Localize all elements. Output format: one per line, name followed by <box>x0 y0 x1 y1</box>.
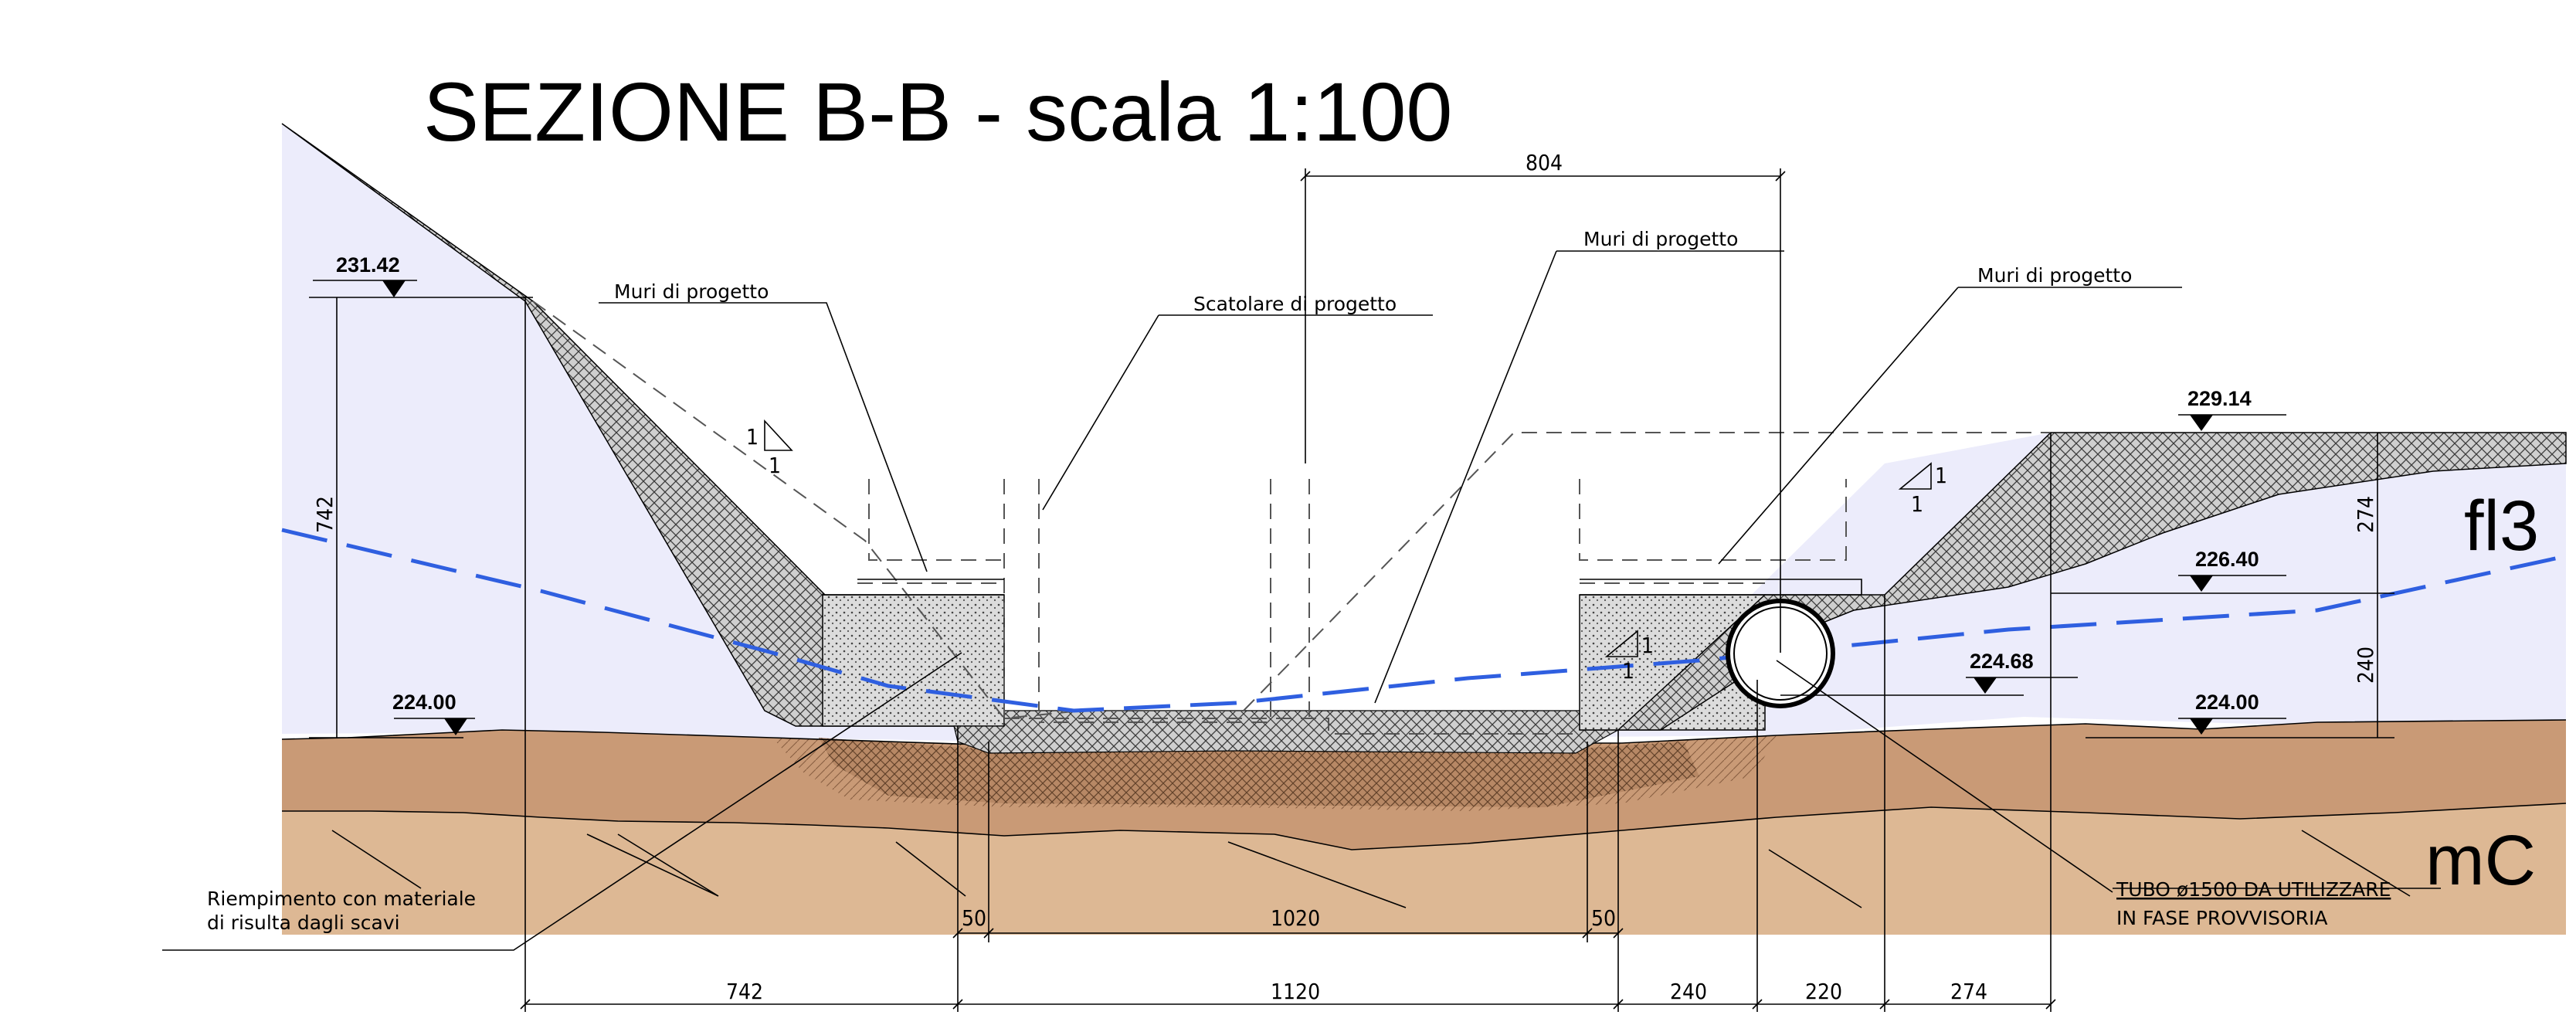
substrate-layer <box>282 803 2566 935</box>
dim-50-left: 50 <box>962 905 986 931</box>
elevation-229-14: 229.14 <box>2187 387 2252 410</box>
elevation-226-40: 226.40 <box>2195 548 2259 571</box>
slope-label-pipe-b: 1 <box>1622 658 1634 684</box>
label-scatolare: Scatolare di progetto <box>1193 293 1397 315</box>
dim-1020: 1020 <box>1271 905 1320 931</box>
elevation-224-68: 224.68 <box>1970 650 2034 673</box>
dim-1120: 1120 <box>1271 979 1320 1004</box>
label-muri-right: Muri di progetto <box>1977 264 2132 287</box>
slope-label-right-b: 1 <box>1911 491 1923 517</box>
layer-label-fl3: fl3 <box>2464 487 2539 565</box>
layer-label-mc: mC <box>2425 821 2536 900</box>
slope-label-left-a: 1 <box>746 424 759 450</box>
design-outlines <box>532 300 2051 735</box>
box-culvert-outline <box>1038 479 1271 723</box>
slope-label-left-b: 1 <box>769 453 781 478</box>
dim-220: 220 <box>1805 979 1842 1004</box>
label-riempimento-2: di risulta dagli scavi <box>207 911 400 934</box>
label-muri-left: Muri di progetto <box>614 280 769 303</box>
water-table-line <box>281 528 2567 713</box>
label-tubo-2: IN FASE PROVVISORIA <box>2116 907 2327 929</box>
soil-layers <box>281 124 2567 935</box>
slope-indicators <box>764 419 1932 657</box>
left-gravel-block <box>822 594 1005 727</box>
label-riempimento-1: Riempimento con materiale <box>207 888 476 910</box>
leader-lines <box>162 250 2441 951</box>
dim-240-vertical: 240 <box>2353 647 2378 684</box>
label-muri-center: Muri di progetto <box>1583 228 1738 250</box>
label-tubo-1: TUBO ø1500 DA UTILIZZARE <box>2116 878 2391 901</box>
dim-50-right: 50 <box>1591 905 1616 931</box>
dim-742-bottom: 742 <box>726 979 763 1004</box>
dim-274-vertical: 274 <box>2353 496 2378 533</box>
slope-label-right-a: 1 <box>1935 463 1947 488</box>
dim-274-bottom: 274 <box>1950 979 1987 1004</box>
dim-742-vertical: 742 <box>312 496 338 533</box>
bottom-gravel-strip <box>953 710 1619 754</box>
embankments <box>281 123 2567 754</box>
elevation-224-00-right: 224.00 <box>2195 691 2259 714</box>
dimension-lines <box>309 168 2394 1012</box>
dim-240-bottom: 240 <box>1670 979 1707 1004</box>
dim-804: 804 <box>1526 150 1563 175</box>
elevation-224-00-left: 224.00 <box>392 691 456 714</box>
drawing-title: SEZIONE B-B - scala 1:100 <box>423 65 1453 158</box>
slope-label-pipe-a: 1 <box>1641 633 1654 658</box>
elevation-231-42: 231.42 <box>336 253 400 277</box>
elevation-markers <box>313 280 2286 735</box>
excavation-fill-dark <box>819 738 1699 807</box>
